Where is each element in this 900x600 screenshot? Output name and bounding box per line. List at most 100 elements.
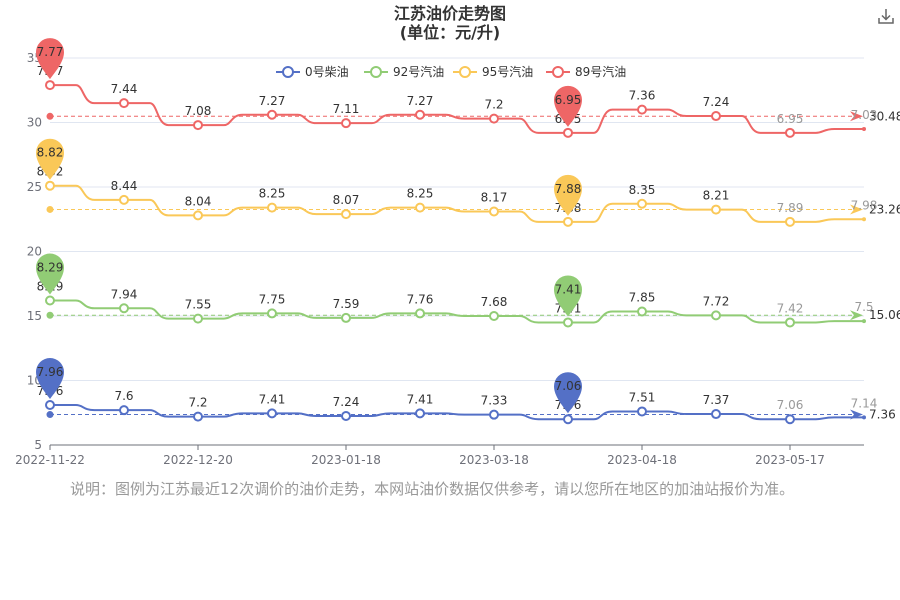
series-line	[50, 299, 864, 324]
data-point	[711, 204, 721, 215]
grid	[50, 57, 864, 381]
data-label: 8.17	[481, 191, 508, 205]
average-label: 23.26	[869, 202, 900, 216]
pin-label: 7.06	[555, 379, 582, 393]
data-point	[862, 217, 866, 222]
series-89号汽油: 7.77 7.44 7.08 7.27 7.11 7.27 7.2 6.95 7.36 7.24 6…	[36, 38, 878, 138]
data-point	[785, 317, 795, 328]
legend-item[interactable]: 92号汽油	[364, 64, 444, 79]
data-label: 7.36	[629, 89, 656, 103]
legend-item[interactable]: 0号柴油	[276, 65, 349, 79]
average-label: 30.48	[869, 109, 900, 123]
legend-item[interactable]: 95号汽油	[453, 64, 533, 79]
data-label: 8.44	[111, 179, 138, 193]
series: 7.96 7.6 7.2 7.41 7.24 7.41 7.33 7.06 7.51 7.37 7.…	[36, 38, 878, 425]
legend-label: 95号汽油	[482, 64, 533, 79]
data-label: 7.27	[407, 94, 434, 108]
y-tick-label: 20	[27, 245, 42, 259]
data-label: 7.44	[111, 82, 138, 96]
pin-label: 7.77	[37, 45, 64, 59]
data-point	[489, 409, 499, 420]
y-tick-label: 5	[34, 438, 42, 452]
x-tick-label: 2022-11-22	[15, 453, 85, 467]
x-tick-label: 2023-05-17	[755, 453, 825, 467]
min-pin: 6.95	[554, 85, 582, 127]
data-label: 7.5	[854, 300, 873, 314]
data-point	[45, 180, 55, 191]
y-tick-label: 25	[27, 180, 42, 194]
data-label: 7.03	[851, 108, 878, 122]
data-point	[341, 410, 351, 421]
data-label: 7.2	[484, 98, 503, 112]
data-label: 7.06	[777, 398, 804, 412]
data-label: 7.76	[407, 292, 434, 306]
pin-label: 7.41	[555, 282, 582, 296]
legend-item[interactable]: 89号汽油	[546, 64, 626, 79]
average-start-dot	[46, 411, 54, 419]
x-tick-label: 2022-12-20	[163, 453, 233, 467]
data-point	[267, 202, 277, 213]
data-point	[637, 104, 647, 115]
chart-title: 江苏油价走势图	[393, 4, 506, 23]
data-label: 8.25	[407, 187, 434, 201]
legend-marker	[370, 66, 382, 78]
min-pin: 7.06	[554, 372, 582, 414]
data-label: 7.41	[407, 392, 434, 406]
data-point	[711, 111, 721, 122]
y-tick-label: 30	[27, 116, 42, 130]
pin-label: 8.29	[37, 261, 64, 275]
x-tick-label: 2023-04-18	[607, 453, 677, 467]
data-label: 7.33	[481, 394, 508, 408]
data-point	[415, 109, 425, 120]
data-point	[341, 209, 351, 220]
data-point	[267, 109, 277, 120]
data-point	[193, 411, 203, 422]
data-point	[415, 202, 425, 213]
data-point	[45, 400, 55, 411]
data-label: 7.75	[259, 292, 286, 306]
data-point	[563, 127, 573, 138]
x-tick-label: 2023-01-18	[311, 453, 381, 467]
data-label: 7.98	[851, 198, 878, 212]
download-icon[interactable]	[876, 6, 896, 26]
pin-shape	[36, 138, 64, 180]
data-label: 7.6	[114, 389, 133, 403]
data-label: 7.27	[259, 94, 286, 108]
data-point	[489, 206, 499, 217]
chart-title-block: 江苏油价走势图 (单位：元/升)	[0, 4, 900, 42]
average-start-dot	[46, 311, 54, 319]
max-pin: 7.96	[36, 358, 64, 400]
series-line	[50, 184, 864, 223]
data-point	[785, 127, 795, 138]
data-label: 8.35	[629, 183, 656, 197]
pin-shape	[36, 358, 64, 400]
data-point	[785, 414, 795, 425]
legend[interactable]: 0号柴油 92号汽油 95号汽油 89号汽油	[276, 64, 626, 79]
y-tick-label: 15	[27, 309, 42, 323]
data-label: 7.89	[777, 201, 804, 215]
data-point	[267, 408, 277, 419]
series-0号柴油: 7.96 7.6 7.2 7.41 7.24 7.41 7.33 7.06 7.51 7.37 7.…	[36, 358, 877, 425]
max-pin: 8.29	[36, 253, 64, 295]
data-point	[862, 415, 866, 420]
data-point	[862, 319, 866, 324]
pin-shape	[554, 174, 582, 216]
pin-shape	[36, 253, 64, 295]
data-point	[267, 308, 277, 319]
data-label: 7.41	[259, 392, 286, 406]
average-label: 15.06	[869, 308, 900, 322]
average-arrow	[850, 111, 863, 122]
pin-shape	[554, 275, 582, 317]
average-start-dot	[46, 205, 54, 213]
max-pin: 8.82	[36, 138, 64, 180]
data-label: 8.07	[333, 193, 360, 207]
data-label: 8.25	[259, 187, 286, 201]
x-tick-label: 2023-03-18	[459, 453, 529, 467]
data-point	[119, 303, 129, 314]
pin-label: 6.95	[555, 93, 582, 107]
data-label: 7.85	[629, 290, 656, 304]
data-point	[489, 113, 499, 124]
chart-note: 说明：图例为江苏最近12次调价的油价走势，本网站油价数据仅供参考，请以您所在地区…	[70, 480, 795, 498]
